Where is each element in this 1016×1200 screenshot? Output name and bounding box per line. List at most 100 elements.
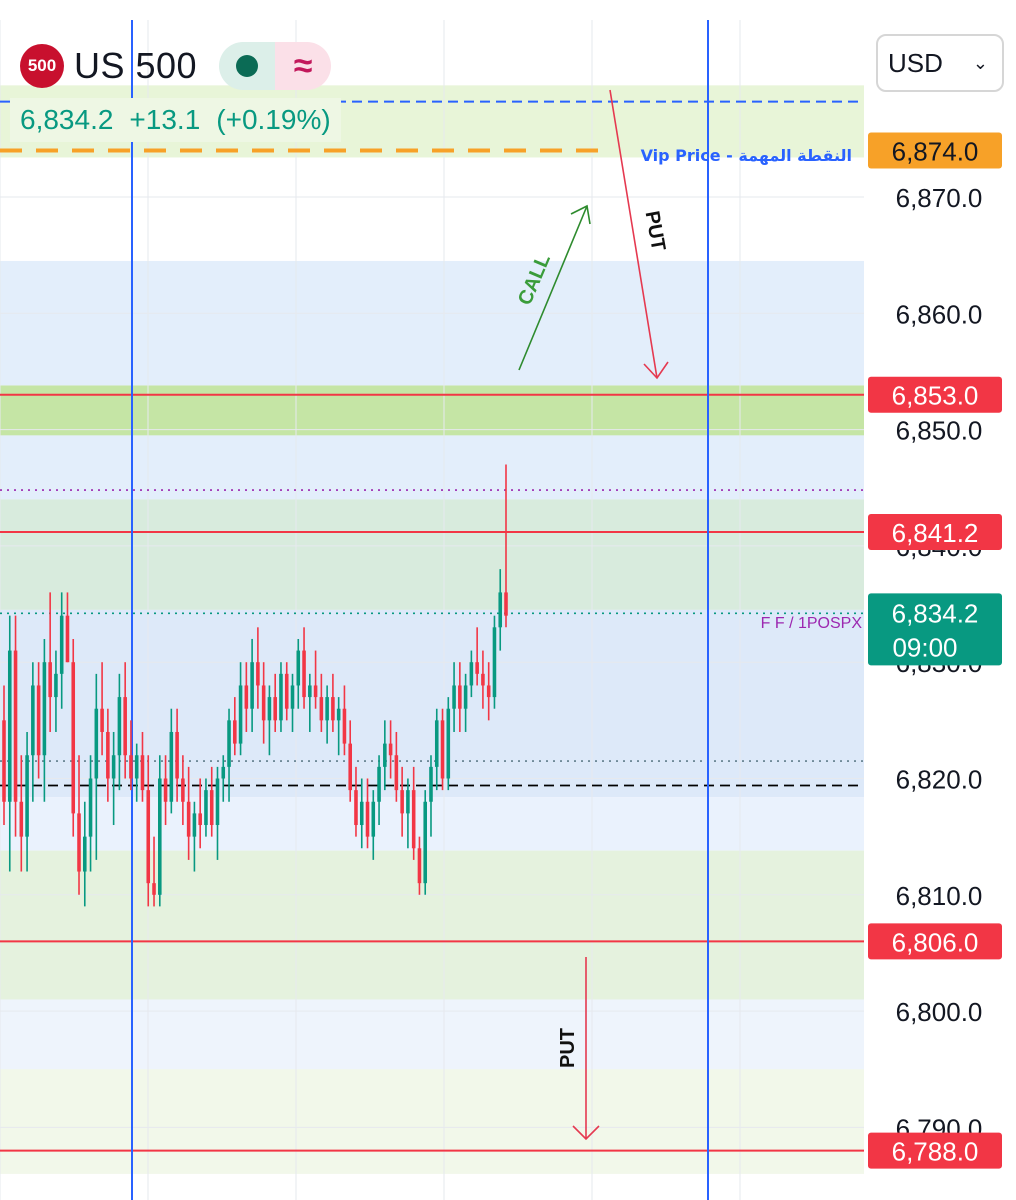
candle-34 <box>198 778 202 849</box>
candle-52 <box>302 627 306 709</box>
symbol-header[interactable]: 500 US 500 ≈ <box>20 40 332 92</box>
candle-body <box>31 685 35 756</box>
candle-body <box>233 720 237 744</box>
candle-32 <box>186 766 191 860</box>
candle-body <box>65 615 70 663</box>
candle-body <box>186 801 191 837</box>
candle-body <box>59 615 64 674</box>
zone-7 <box>0 850 864 1000</box>
candle-body <box>13 650 18 802</box>
candle-body <box>227 720 231 767</box>
candle-body <box>429 766 433 802</box>
candle-body <box>117 697 122 756</box>
candle-body <box>198 813 202 826</box>
price-tag-bg <box>868 132 1002 169</box>
candle-body <box>175 731 179 779</box>
candle-85 <box>492 615 497 709</box>
candle-73 <box>423 790 428 895</box>
wave-icon[interactable]: ≈ <box>275 42 332 90</box>
currency-select[interactable]: USD ⌄ <box>876 34 1004 92</box>
candle-body <box>2 720 6 802</box>
indicator-label: F F / 1POSPX <box>761 615 863 632</box>
candle-body <box>411 790 416 849</box>
candle-body <box>423 801 428 884</box>
candle-body <box>458 685 462 709</box>
price-axis[interactable]: 6,840.06,830.06,870.06,860.06,850.06,820… <box>864 0 1016 1200</box>
candle-body <box>215 778 220 826</box>
candle-body <box>383 743 387 767</box>
candle-59 <box>342 685 347 756</box>
candle-25 <box>146 755 151 907</box>
candle-8 <box>48 592 52 732</box>
candle-body <box>342 708 347 744</box>
candle-5 <box>31 662 35 802</box>
candle-body <box>273 697 277 721</box>
market-open-dot-icon[interactable] <box>219 42 276 90</box>
candle-20 <box>117 673 122 791</box>
candle-84 <box>486 662 491 721</box>
candle-body <box>152 883 156 895</box>
candle-50 <box>290 673 295 732</box>
candle-39 <box>227 708 231 802</box>
candle-body <box>336 708 341 721</box>
candle-body <box>71 662 76 814</box>
symbol-logo: 500 <box>20 44 64 88</box>
quote-change-pct: (+0.19%) <box>216 104 331 135</box>
candles-layer[interactable] <box>2 464 508 907</box>
candle-74 <box>429 755 433 837</box>
call-arrow <box>518 204 591 371</box>
candle-body <box>169 731 174 802</box>
candle-79 <box>458 662 462 732</box>
price-tag-label: 6,788.0 <box>892 1137 979 1167</box>
candle-body <box>371 801 376 837</box>
candle-33 <box>192 801 197 872</box>
candle-57 <box>331 673 335 732</box>
candle-86 <box>498 569 503 651</box>
candle-30 <box>175 708 179 802</box>
candle-15 <box>88 755 93 872</box>
candle-18 <box>106 708 110 802</box>
candle-body <box>129 755 133 779</box>
status-pills[interactable]: ≈ <box>219 42 332 90</box>
candle-16 <box>94 673 99 860</box>
candle-body <box>42 662 47 756</box>
candle-80 <box>463 673 468 732</box>
candle-body <box>163 778 168 802</box>
candle-36 <box>209 766 214 837</box>
candle-body <box>111 755 116 779</box>
candle-38 <box>221 755 226 802</box>
price-tag-label: 6,806.0 <box>892 927 979 957</box>
axis-tick: 6,810.0 <box>896 881 983 911</box>
candle-27 <box>158 755 162 907</box>
candle-body <box>446 708 451 779</box>
symbol-name[interactable]: US 500 <box>74 45 198 86</box>
candle-22 <box>129 720 133 791</box>
candle-body <box>440 720 445 779</box>
candle-body <box>204 790 208 826</box>
candle-body <box>319 697 324 721</box>
candle-42 <box>244 662 249 732</box>
candle-19 <box>111 731 116 826</box>
candle-body <box>7 650 12 802</box>
candle-body <box>82 836 87 872</box>
zone-3 <box>0 435 864 500</box>
candle-12 <box>71 638 76 837</box>
axis-tick: 6,800.0 <box>896 997 983 1027</box>
candle-31 <box>181 755 185 826</box>
candle-65 <box>377 755 381 826</box>
candle-55 <box>319 673 324 732</box>
candle-78 <box>452 662 456 732</box>
price-tag-bg <box>868 376 1002 413</box>
candle-body <box>244 685 249 709</box>
candle-21 <box>123 662 127 779</box>
current-price-tag-bg <box>868 593 1002 666</box>
candle-46 <box>267 685 272 756</box>
candle-body <box>348 743 352 791</box>
candle-17 <box>100 662 104 756</box>
put-arrow-bottom <box>572 957 600 1141</box>
candle-body <box>94 708 99 779</box>
candle-60 <box>348 720 352 802</box>
candle-47 <box>273 673 277 732</box>
candle-body <box>434 720 439 767</box>
